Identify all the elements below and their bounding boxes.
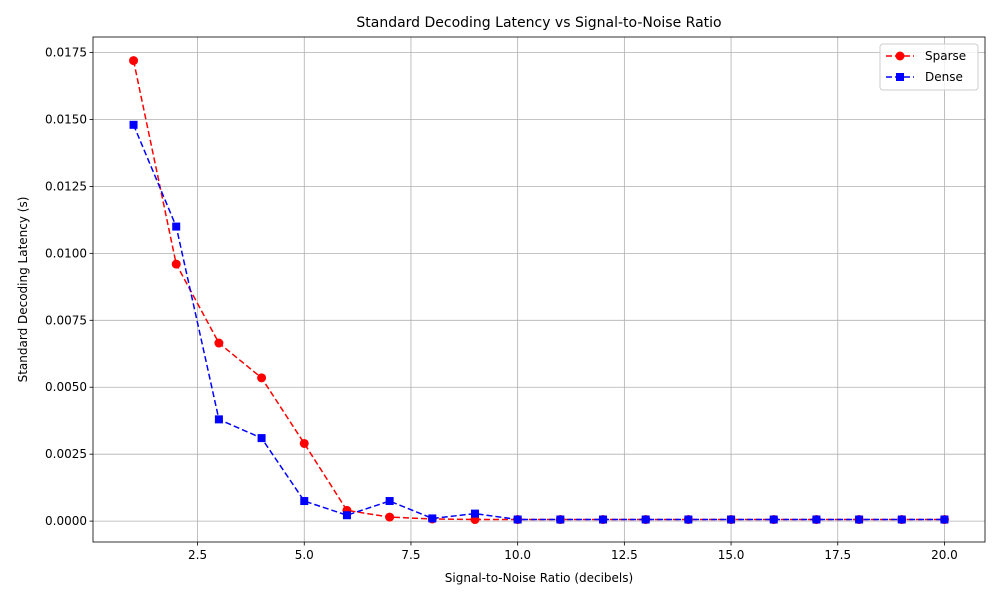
y-tick-label: 0.0100 xyxy=(45,246,87,260)
x-axis-label: Signal-to-Noise Ratio (decibels) xyxy=(445,571,633,585)
y-tick-label: 0.0000 xyxy=(45,514,87,528)
data-point-dense xyxy=(769,515,778,524)
data-point-sparse xyxy=(214,338,224,348)
data-point-dense xyxy=(214,415,223,424)
y-tick-label: 0.0125 xyxy=(45,179,87,193)
data-point-dense xyxy=(641,515,650,524)
series-layer xyxy=(129,56,949,525)
y-tick-label: 0.0150 xyxy=(45,112,87,126)
chart-title: Standard Decoding Latency vs Signal-to-N… xyxy=(356,15,721,31)
x-tick-label: 20.0 xyxy=(931,548,958,562)
data-point-dense xyxy=(385,497,394,506)
data-point-dense xyxy=(940,515,949,524)
data-point-dense xyxy=(855,515,864,524)
legend-entry-sparse: Sparse xyxy=(886,49,966,63)
legend-label-sparse: Sparse xyxy=(925,49,966,63)
x-tick-label: 15.0 xyxy=(718,548,745,562)
data-point-sparse xyxy=(257,373,267,383)
legend-entry-dense: Dense xyxy=(886,70,963,84)
plot-frame xyxy=(92,36,986,543)
x-tick-label: 5.0 xyxy=(295,548,314,562)
data-point-dense xyxy=(684,515,693,524)
data-point-dense xyxy=(556,515,565,524)
series-dense xyxy=(129,120,949,524)
data-point-dense xyxy=(300,497,309,506)
y-tick-label: 0.0075 xyxy=(45,313,87,327)
y-tick-label: 0.0025 xyxy=(45,447,87,461)
x-tick-label: 2.5 xyxy=(188,548,207,562)
data-point-sparse xyxy=(171,259,181,269)
legend-marker-sparse xyxy=(895,51,905,61)
legend-label-dense: Dense xyxy=(925,70,963,84)
legend-marker-dense xyxy=(896,73,904,81)
data-point-sparse xyxy=(385,512,395,522)
data-point-dense xyxy=(470,509,479,518)
data-point-dense xyxy=(513,515,522,524)
series-line-sparse xyxy=(132,60,945,521)
data-point-dense xyxy=(599,515,608,524)
y-tick-label: 0.0050 xyxy=(45,380,87,394)
y-axis-label: Standard Decoding Latency (s) xyxy=(16,197,30,383)
data-point-dense xyxy=(342,511,351,520)
x-tick-label: 10.0 xyxy=(504,548,531,562)
x-tick-label: 12.5 xyxy=(611,548,638,562)
data-point-sparse xyxy=(299,438,309,448)
data-point-dense xyxy=(812,515,821,524)
data-point-dense xyxy=(257,434,266,443)
x-tick-label: 7.5 xyxy=(401,548,420,562)
axis-ticks: 2.5 5.0 7.5 10.0 12.5 15.0 17.5 20.0 0.0000 0.002… xyxy=(45,46,958,562)
data-point-dense xyxy=(727,515,736,524)
legend: Sparse Dense xyxy=(879,43,979,91)
data-point-dense xyxy=(129,120,138,129)
data-point-sparse xyxy=(129,56,139,66)
data-point-dense xyxy=(172,222,181,231)
grid-lines xyxy=(93,37,985,542)
data-point-dense xyxy=(428,514,437,523)
y-tick-label: 0.0175 xyxy=(45,46,87,60)
x-tick-label: 17.5 xyxy=(824,548,851,562)
data-point-dense xyxy=(897,515,906,524)
